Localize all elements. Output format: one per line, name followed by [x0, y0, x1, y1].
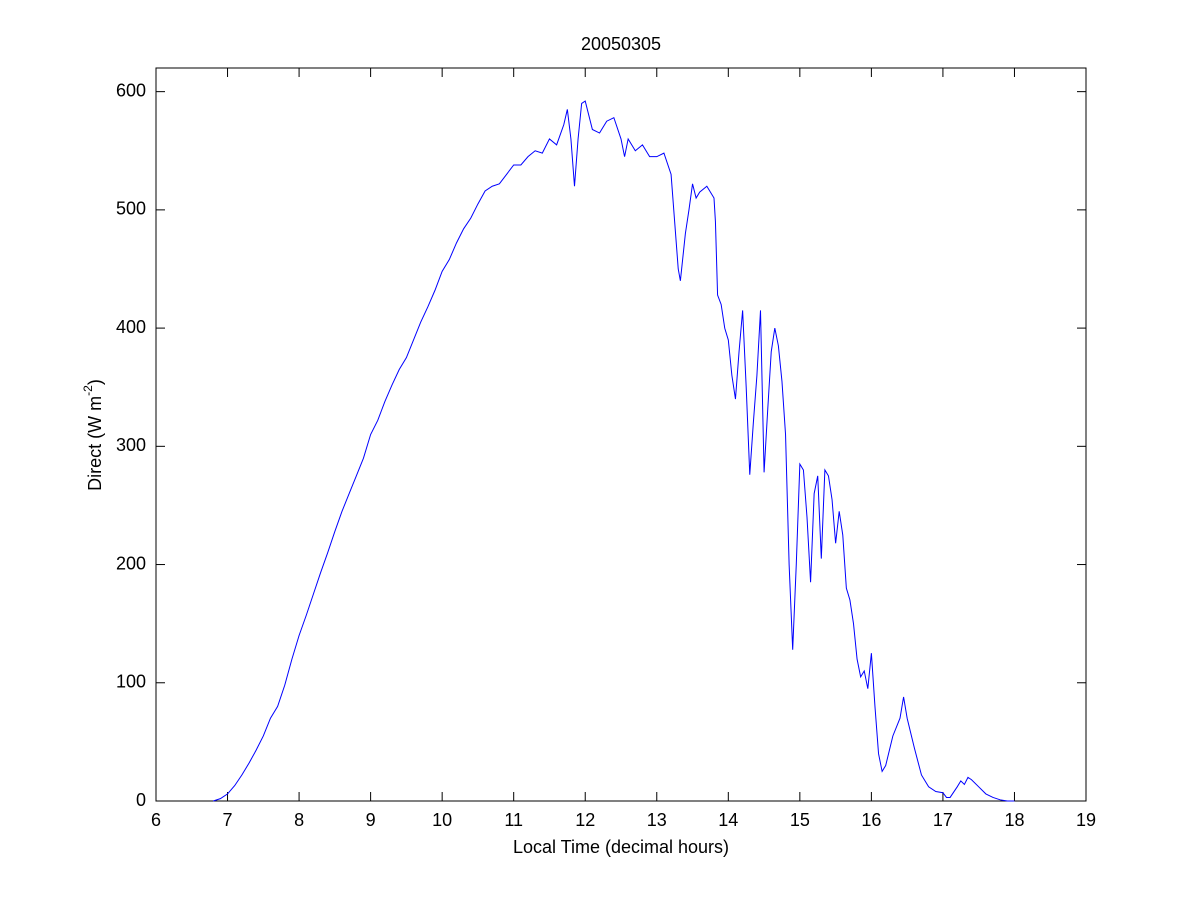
x-tick-label: 9: [366, 810, 376, 830]
y-label-tail: ): [85, 379, 105, 385]
chart-title: 20050305: [581, 34, 661, 54]
x-tick-label: 7: [223, 810, 233, 830]
y-tick-label: 400: [116, 317, 146, 337]
x-tick-label: 11: [504, 810, 523, 830]
y-tick-label: 300: [116, 435, 146, 455]
x-tick-label: 16: [861, 810, 881, 830]
x-tick-label: 13: [647, 810, 667, 830]
x-tick-label: 10: [432, 810, 452, 830]
y-tick-label: 0: [136, 790, 146, 810]
y-label-sup: -2: [81, 385, 95, 396]
y-tick-label: 100: [116, 672, 146, 692]
y-tick-label: 500: [116, 199, 146, 219]
y-axis-label: Direct (W m-2): [81, 379, 105, 491]
x-tick-label: 14: [718, 810, 738, 830]
x-tick-label: 19: [1076, 810, 1096, 830]
x-tick-label: 12: [575, 810, 595, 830]
y-label-main: Direct (W m: [85, 396, 105, 491]
x-tick-label: 6: [151, 810, 161, 830]
x-tick-label: 8: [294, 810, 304, 830]
x-axis-label: Local Time (decimal hours): [513, 837, 729, 857]
y-tick-label: 200: [116, 553, 146, 573]
y-tick-label: 600: [116, 80, 146, 100]
x-tick-label: 15: [790, 810, 810, 830]
x-tick-label: 18: [1004, 810, 1024, 830]
data-line: [213, 100, 1015, 802]
x-tick-label: 17: [933, 810, 953, 830]
plot-frame: [155, 67, 1087, 802]
